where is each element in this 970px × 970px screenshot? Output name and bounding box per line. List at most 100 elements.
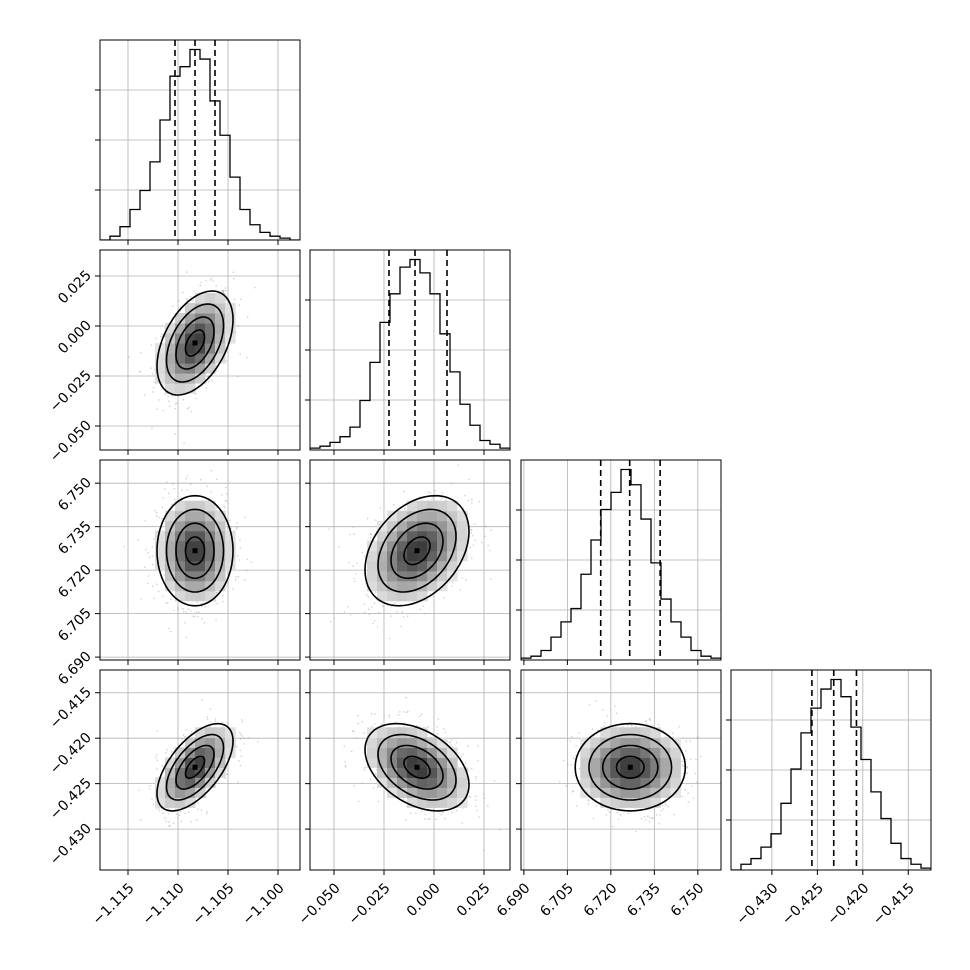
sample-point — [246, 558, 249, 561]
sample-point — [232, 588, 234, 590]
sample-point — [189, 610, 192, 612]
sample-point — [240, 755, 242, 758]
sample-point — [225, 289, 227, 292]
sample-point — [175, 808, 177, 810]
sample-point — [196, 601, 199, 603]
y-tick-label: 6.720 — [55, 562, 95, 602]
density-cell — [620, 767, 631, 778]
sample-point — [388, 637, 391, 640]
density-cell — [590, 747, 601, 758]
y-tick-label: 0.025 — [55, 268, 95, 308]
density-cell — [437, 520, 448, 532]
sample-point — [210, 469, 213, 472]
density-cell — [185, 540, 196, 552]
sample-point — [350, 750, 353, 753]
sample-point — [244, 516, 246, 519]
sample-point — [591, 728, 594, 730]
sample-point — [478, 816, 481, 818]
x-tick-label: −1.105 — [190, 880, 238, 928]
density-cell — [447, 560, 458, 572]
sample-point — [402, 616, 405, 618]
sample-point — [160, 517, 163, 520]
sample-point — [149, 785, 151, 787]
density-cell — [165, 343, 176, 354]
density-cell — [427, 580, 438, 592]
density-cell — [205, 570, 216, 582]
density-cell — [650, 747, 661, 758]
sample-point — [349, 533, 351, 536]
sample-point — [351, 729, 354, 732]
density-cell — [387, 550, 398, 562]
sample-point — [183, 442, 185, 444]
sample-point — [427, 818, 429, 820]
sample-point — [383, 714, 385, 717]
sample-point — [616, 812, 619, 814]
sample-point — [660, 809, 663, 812]
density-cell — [387, 767, 398, 778]
sample-point — [226, 773, 228, 775]
density-cell — [590, 757, 601, 768]
density-cell — [620, 747, 631, 758]
sample-point — [147, 551, 149, 554]
density-cell — [640, 797, 651, 808]
density-cell — [417, 570, 428, 582]
density-cell — [650, 777, 661, 788]
density-cell — [195, 747, 206, 758]
sample-point — [396, 610, 398, 613]
sample-point — [450, 739, 453, 741]
sample-point — [215, 592, 218, 594]
panel-frame — [730, 669, 932, 871]
sample-point — [138, 370, 141, 373]
sample-point — [474, 799, 477, 801]
sample-point — [221, 722, 224, 724]
density-cell — [590, 777, 601, 788]
density-cell — [205, 500, 216, 512]
scatter-panel-3-1: −0.050 −0.025 0.000 0.025 — [296, 669, 511, 928]
sample-point — [165, 820, 167, 822]
sample-point — [211, 379, 213, 382]
sample-point — [484, 535, 487, 537]
density-cell — [155, 530, 166, 542]
sample-point — [478, 500, 480, 503]
sample-point — [199, 284, 201, 287]
sample-point — [156, 408, 158, 411]
sample-point — [354, 580, 356, 583]
sample-point — [148, 788, 151, 790]
sample-point — [353, 784, 356, 787]
sample-point — [645, 819, 647, 821]
sample-point — [177, 607, 179, 609]
density-cell — [620, 757, 631, 768]
sample-point — [700, 755, 702, 758]
density-cell — [457, 787, 468, 798]
sample-point — [444, 499, 447, 502]
density-cell — [427, 510, 438, 522]
density-cell — [195, 500, 206, 512]
density-cell — [195, 570, 206, 582]
density-cell — [175, 570, 186, 582]
sample-point — [240, 738, 242, 740]
histogram-step — [310, 258, 510, 450]
sample-point — [153, 597, 156, 600]
sample-point — [363, 603, 366, 606]
sample-point — [158, 516, 160, 519]
sample-point — [161, 506, 164, 509]
density-cell — [165, 510, 176, 522]
sample-point — [239, 547, 242, 549]
sample-point — [448, 741, 451, 744]
density-cell — [427, 530, 438, 542]
sample-point — [374, 591, 377, 593]
sample-point — [634, 725, 637, 728]
sample-point — [409, 812, 412, 814]
density-cell — [165, 520, 176, 532]
density-cell — [437, 737, 448, 748]
density-cell — [610, 757, 621, 768]
sample-point — [355, 573, 357, 575]
density-cell — [580, 757, 591, 768]
sample-point — [349, 614, 352, 616]
density-peak — [192, 764, 198, 770]
density-peak — [192, 340, 198, 346]
density-peak — [414, 764, 420, 770]
density-cell — [427, 570, 438, 582]
density-cell — [650, 757, 661, 768]
contour-1 — [601, 744, 659, 790]
